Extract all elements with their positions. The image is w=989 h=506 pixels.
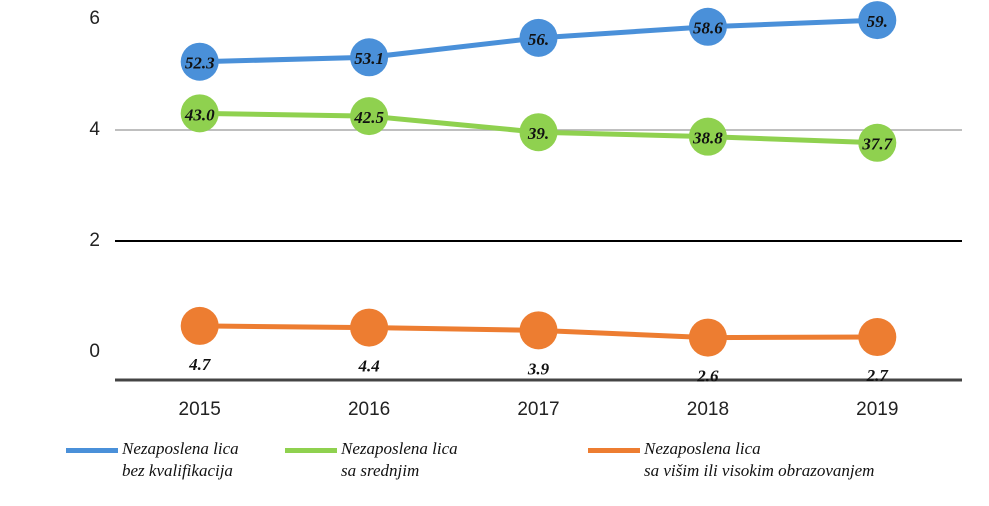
point xyxy=(180,306,219,345)
legend-swatch xyxy=(285,448,337,453)
data-label: 56. xyxy=(528,30,549,49)
x-tick-label: 2015 xyxy=(179,399,221,420)
legend-swatch xyxy=(588,448,640,453)
data-label: 2.6 xyxy=(696,366,719,385)
point xyxy=(519,311,558,350)
data-label: 52.3 xyxy=(185,54,215,73)
data-label: 43.0 xyxy=(184,105,215,124)
data-label: 53.1 xyxy=(354,49,384,68)
point xyxy=(519,113,558,152)
data-label: 37.7 xyxy=(861,135,893,154)
point xyxy=(858,123,897,162)
point xyxy=(180,42,219,81)
x-tick-label: 2018 xyxy=(687,399,729,420)
data-label: 59. xyxy=(867,12,888,31)
point xyxy=(350,97,389,136)
point xyxy=(688,117,727,156)
legend-item: Nezaposlena lica bez kvalifikacija xyxy=(66,438,239,482)
point xyxy=(180,94,219,133)
x-tick-label: 2016 xyxy=(348,399,390,420)
point xyxy=(350,38,389,77)
data-label: 38.8 xyxy=(692,129,723,148)
legend-label: Nezaposlena lica sa višim ili visokim ob… xyxy=(644,439,875,480)
point xyxy=(519,18,558,57)
point xyxy=(688,318,727,357)
point xyxy=(688,7,727,46)
legend-item: Nezaposlena lica sa srednjim xyxy=(285,438,458,482)
data-label: 2.7 xyxy=(866,366,890,385)
legend-label: Nezaposlena lica bez kvalifikacija xyxy=(122,439,239,480)
y-tick-label: 2 xyxy=(89,230,100,251)
data-label: 42.5 xyxy=(353,108,384,127)
x-tick-label: 2019 xyxy=(856,399,898,420)
data-label: 4.7 xyxy=(188,355,212,374)
point xyxy=(350,308,389,347)
y-tick-label: 4 xyxy=(89,119,100,140)
point xyxy=(858,318,897,357)
legend-label: Nezaposlena lica sa srednjim xyxy=(341,439,458,480)
data-label: 58.6 xyxy=(693,19,723,38)
data-label: 3.9 xyxy=(527,359,550,378)
y-tick-label: 6 xyxy=(89,8,100,29)
legend-swatch xyxy=(66,448,118,453)
data-label: 4.4 xyxy=(357,356,379,375)
point xyxy=(858,1,897,40)
data-label: 39. xyxy=(527,124,549,143)
x-tick-label: 2017 xyxy=(517,399,559,420)
legend-item: Nezaposlena lica sa višim ili visokim ob… xyxy=(588,438,874,482)
y-tick-label: 0 xyxy=(89,341,100,362)
